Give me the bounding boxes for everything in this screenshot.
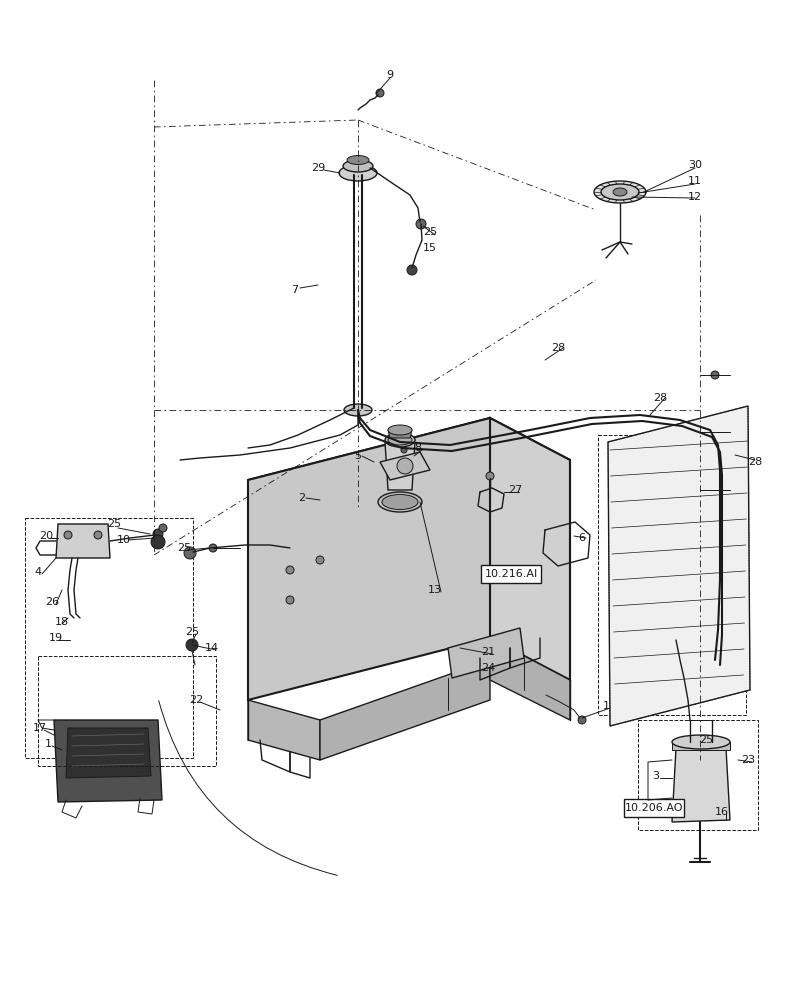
Circle shape — [486, 472, 494, 480]
Text: 11: 11 — [688, 176, 702, 186]
Text: 30: 30 — [688, 160, 702, 170]
Text: 26: 26 — [45, 597, 59, 607]
Circle shape — [711, 428, 719, 436]
Text: 18: 18 — [55, 617, 69, 627]
Text: 1: 1 — [44, 739, 51, 749]
Circle shape — [153, 529, 163, 539]
Ellipse shape — [388, 425, 412, 435]
Text: 20: 20 — [39, 531, 53, 541]
Text: 2: 2 — [299, 493, 306, 503]
Text: 9: 9 — [386, 70, 394, 80]
Text: 19: 19 — [49, 633, 63, 643]
Polygon shape — [320, 660, 490, 760]
Circle shape — [94, 531, 102, 539]
Text: 10: 10 — [117, 535, 131, 545]
Text: 13: 13 — [428, 585, 442, 595]
Circle shape — [711, 371, 719, 379]
Polygon shape — [380, 452, 430, 480]
Circle shape — [416, 219, 426, 229]
Ellipse shape — [385, 433, 415, 447]
Text: 17: 17 — [33, 723, 47, 733]
Text: 10.216.AI: 10.216.AI — [485, 569, 538, 579]
Ellipse shape — [347, 155, 369, 164]
Polygon shape — [490, 418, 570, 680]
Circle shape — [286, 566, 294, 574]
Polygon shape — [608, 406, 750, 726]
Text: 4: 4 — [34, 567, 41, 577]
Text: 7: 7 — [291, 285, 299, 295]
Text: 25: 25 — [177, 543, 191, 553]
Polygon shape — [490, 638, 570, 720]
Text: 22: 22 — [188, 695, 203, 705]
Circle shape — [316, 556, 324, 564]
Ellipse shape — [344, 404, 372, 416]
Text: 5: 5 — [355, 451, 361, 461]
Text: 25: 25 — [185, 627, 199, 637]
Circle shape — [711, 486, 719, 494]
Circle shape — [407, 265, 417, 275]
Ellipse shape — [601, 184, 639, 200]
Text: 24: 24 — [481, 663, 495, 673]
Text: 23: 23 — [741, 755, 755, 765]
Ellipse shape — [672, 735, 730, 749]
Circle shape — [159, 524, 167, 532]
Polygon shape — [248, 418, 490, 700]
Text: 28: 28 — [748, 457, 762, 467]
Polygon shape — [248, 418, 570, 522]
Text: 10.206.AO: 10.206.AO — [625, 803, 683, 813]
Text: 1: 1 — [603, 701, 610, 711]
Polygon shape — [248, 700, 320, 760]
Text: 28: 28 — [551, 343, 565, 353]
Polygon shape — [54, 720, 162, 802]
Ellipse shape — [343, 160, 373, 172]
Text: 16: 16 — [715, 807, 729, 817]
Polygon shape — [672, 748, 730, 822]
Text: 28: 28 — [653, 393, 667, 403]
Text: 29: 29 — [311, 163, 326, 173]
Ellipse shape — [378, 492, 422, 512]
Polygon shape — [385, 442, 415, 490]
Circle shape — [64, 531, 72, 539]
Polygon shape — [672, 742, 730, 750]
Text: 8: 8 — [414, 443, 421, 453]
Circle shape — [286, 596, 294, 604]
Text: 6: 6 — [578, 533, 585, 543]
Circle shape — [376, 89, 384, 97]
Text: 12: 12 — [688, 192, 702, 202]
Ellipse shape — [388, 435, 412, 445]
Ellipse shape — [613, 188, 627, 196]
FancyBboxPatch shape — [624, 799, 683, 817]
Text: 14: 14 — [205, 643, 219, 653]
Text: 27: 27 — [508, 485, 522, 495]
Circle shape — [186, 639, 198, 651]
Circle shape — [401, 447, 407, 453]
Ellipse shape — [594, 181, 646, 203]
Circle shape — [397, 458, 413, 474]
Circle shape — [151, 535, 165, 549]
Circle shape — [578, 716, 586, 724]
FancyBboxPatch shape — [482, 565, 541, 583]
Ellipse shape — [382, 494, 418, 510]
Text: 25: 25 — [423, 227, 437, 237]
Text: 15: 15 — [423, 243, 437, 253]
Polygon shape — [388, 430, 412, 438]
Circle shape — [209, 544, 217, 552]
Text: 3: 3 — [653, 771, 660, 781]
Ellipse shape — [339, 165, 377, 181]
Polygon shape — [66, 728, 151, 778]
Text: 25: 25 — [699, 735, 713, 745]
Polygon shape — [448, 628, 524, 678]
Text: 25: 25 — [107, 519, 121, 529]
Polygon shape — [56, 524, 110, 558]
Text: 21: 21 — [481, 647, 495, 657]
Circle shape — [184, 547, 196, 559]
